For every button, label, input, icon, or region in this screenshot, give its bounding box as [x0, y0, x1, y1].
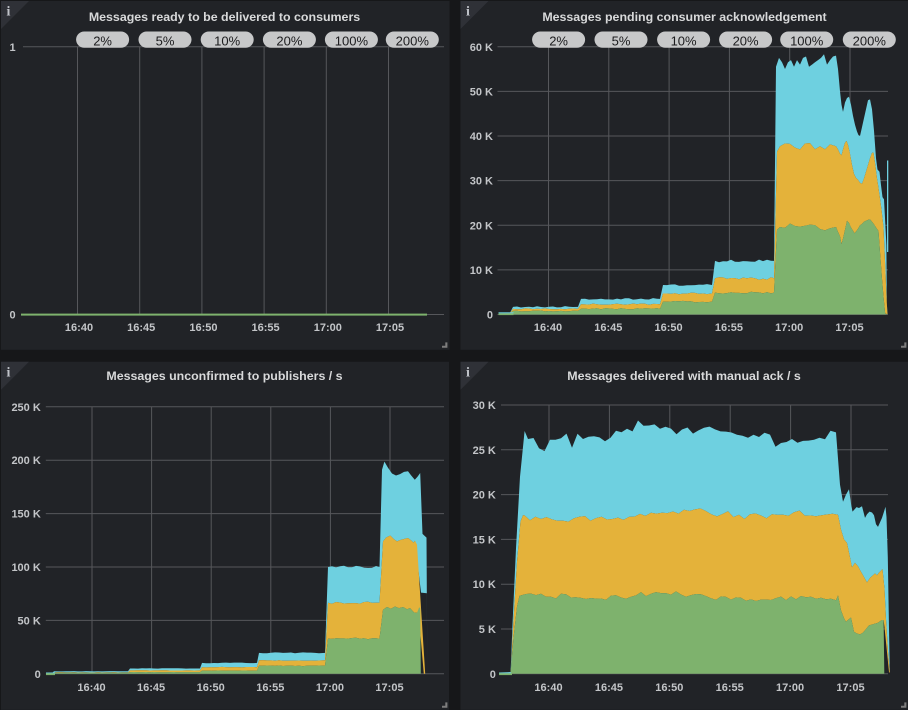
svg-text:150 K: 150 K	[11, 509, 40, 521]
svg-text:Messages pending consumer ackn: Messages pending consumer acknowledgemen…	[542, 10, 826, 24]
svg-text:10%: 10%	[671, 33, 697, 48]
svg-text:60 K: 60 K	[470, 42, 493, 54]
svg-text:20%: 20%	[276, 33, 302, 48]
svg-text:17:05: 17:05	[376, 322, 404, 334]
svg-text:10 K: 10 K	[470, 265, 493, 277]
svg-text:2%: 2%	[93, 33, 112, 48]
svg-text:200%: 200%	[853, 33, 887, 48]
svg-text:250 K: 250 K	[11, 402, 40, 414]
svg-text:17:05: 17:05	[375, 682, 403, 694]
svg-text:16:50: 16:50	[197, 682, 225, 694]
svg-text:50 K: 50 K	[470, 86, 493, 98]
svg-text:1: 1	[9, 42, 15, 54]
svg-text:Messages ready to be delivered: Messages ready to be delivered to consum…	[89, 10, 360, 24]
svg-text:16:55: 16:55	[715, 322, 743, 334]
svg-text:20%: 20%	[733, 33, 759, 48]
svg-text:0: 0	[9, 310, 15, 322]
svg-text:40 K: 40 K	[470, 131, 493, 143]
svg-text:17:00: 17:00	[776, 682, 804, 694]
svg-text:200%: 200%	[396, 33, 430, 48]
svg-text:i: i	[466, 365, 470, 380]
svg-text:16:40: 16:40	[65, 322, 93, 334]
svg-text:15 K: 15 K	[473, 534, 496, 546]
svg-text:16:50: 16:50	[655, 682, 683, 694]
svg-text:16:45: 16:45	[137, 682, 165, 694]
svg-text:5%: 5%	[156, 33, 175, 48]
svg-text:10%: 10%	[214, 33, 240, 48]
svg-text:17:00: 17:00	[316, 682, 344, 694]
svg-text:Messages unconfirmed to publis: Messages unconfirmed to publishers / s	[106, 369, 342, 383]
svg-text:20 K: 20 K	[473, 490, 496, 502]
svg-text:5 K: 5 K	[479, 624, 496, 636]
svg-text:200 K: 200 K	[11, 455, 40, 467]
svg-text:20 K: 20 K	[470, 220, 493, 232]
svg-text:16:50: 16:50	[189, 322, 217, 334]
svg-text:5%: 5%	[612, 33, 631, 48]
svg-text:30 K: 30 K	[470, 176, 493, 188]
svg-text:0: 0	[490, 669, 496, 681]
svg-text:16:40: 16:40	[534, 682, 562, 694]
svg-text:0: 0	[487, 310, 493, 322]
svg-text:i: i	[7, 365, 11, 380]
svg-text:16:50: 16:50	[655, 322, 683, 334]
svg-text:16:45: 16:45	[594, 322, 622, 334]
svg-text:16:55: 16:55	[716, 682, 744, 694]
svg-text:16:55: 16:55	[256, 682, 284, 694]
svg-text:16:45: 16:45	[595, 682, 623, 694]
svg-text:17:05: 17:05	[835, 322, 863, 334]
svg-text:16:55: 16:55	[252, 322, 280, 334]
svg-text:100%: 100%	[790, 33, 824, 48]
svg-text:16:45: 16:45	[127, 322, 155, 334]
svg-text:2%: 2%	[549, 33, 568, 48]
svg-text:30 K: 30 K	[473, 400, 496, 412]
svg-text:25 K: 25 K	[473, 445, 496, 457]
svg-text:16:40: 16:40	[77, 682, 105, 694]
svg-text:i: i	[7, 5, 11, 20]
svg-text:0: 0	[35, 669, 41, 681]
svg-text:100 K: 100 K	[11, 562, 40, 574]
svg-text:i: i	[466, 5, 470, 20]
svg-text:Messages delivered with manual: Messages delivered with manual ack / s	[567, 369, 801, 383]
svg-text:50 K: 50 K	[18, 615, 41, 627]
svg-text:10 K: 10 K	[473, 579, 496, 591]
svg-text:17:00: 17:00	[314, 322, 342, 334]
svg-text:17:00: 17:00	[775, 322, 803, 334]
svg-text:16:40: 16:40	[534, 322, 562, 334]
svg-text:100%: 100%	[335, 33, 369, 48]
svg-text:17:05: 17:05	[836, 682, 864, 694]
